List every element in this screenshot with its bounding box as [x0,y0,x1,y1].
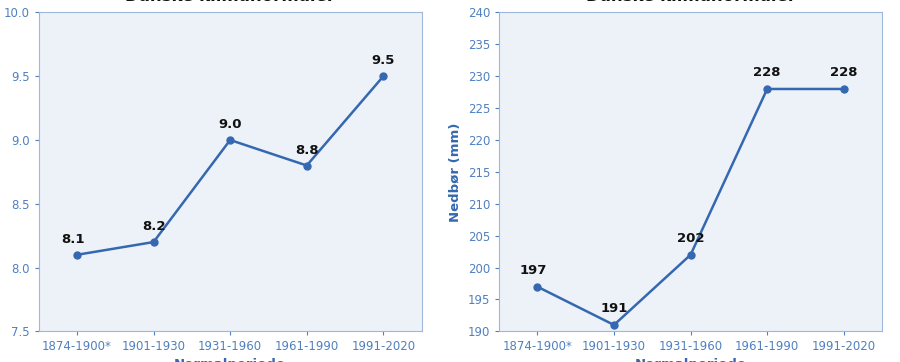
Text: 191: 191 [600,302,627,315]
Text: 9.0: 9.0 [219,118,242,131]
Text: DMI: DMI [362,0,378,8]
Text: 8.2: 8.2 [142,220,166,233]
Text: 8.8: 8.8 [295,144,319,157]
X-axis label: Normalperiode: Normalperiode [634,358,746,362]
Text: 228: 228 [753,66,781,79]
X-axis label: Normalperiode: Normalperiode [175,358,286,362]
Text: 202: 202 [677,232,705,245]
Text: 228: 228 [830,66,858,79]
Text: 8.1: 8.1 [61,233,85,246]
Text: DMI: DMI [822,0,839,8]
Y-axis label: Nedbør (mm): Nedbør (mm) [449,122,462,222]
Title: Nedbørsum for efteråret
Danske klimanormaler: Nedbørsum for efteråret Danske klimanorm… [575,0,806,5]
Title: Middeltemperatur for efteråret
Danske klimanormaler: Middeltemperatur for efteråret Danske kl… [84,0,377,5]
Text: 9.5: 9.5 [372,54,395,67]
Text: 197: 197 [520,264,547,277]
